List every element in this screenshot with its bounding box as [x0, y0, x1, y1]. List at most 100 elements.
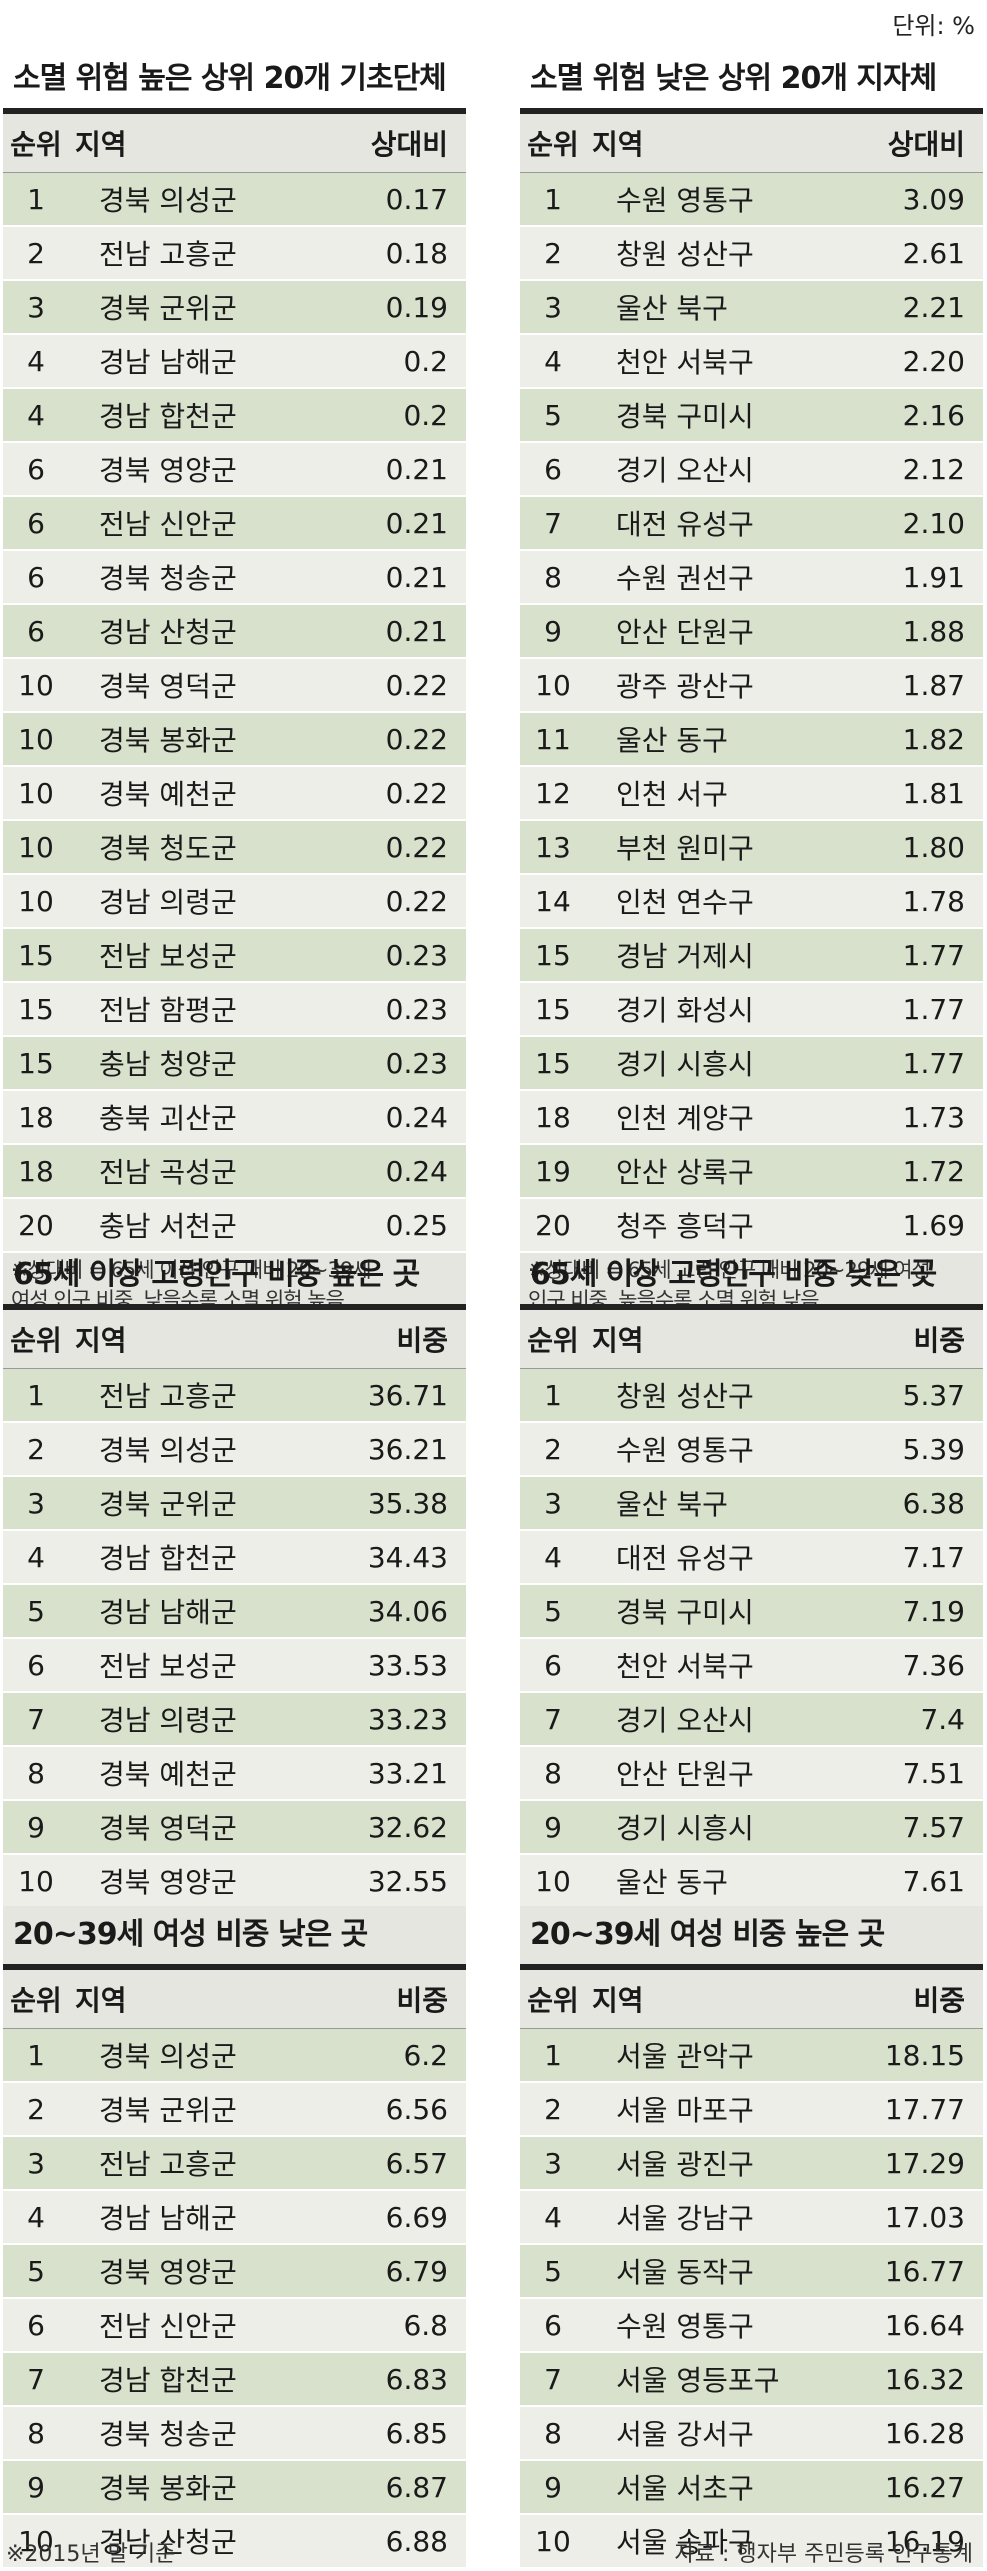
table-row: 6 경북 청송군 0.21 [3, 551, 466, 605]
table-row: 13 부천 원미구 1.80 [520, 821, 983, 875]
row-rank: 2 [544, 236, 562, 270]
row-region: 경북 영양군 [99, 454, 237, 487]
table-row: 6 전남 신안군 0.21 [3, 497, 466, 551]
table-row: 10 경북 청도군 0.22 [3, 821, 466, 875]
row-region: 전남 보성군 [99, 940, 237, 973]
row-value: 1.73 [902, 1100, 965, 1134]
row-rank: 3 [27, 2146, 45, 2180]
row-rank: 6 [27, 614, 45, 648]
row-rank: 8 [544, 1756, 562, 1790]
table-title: 소멸 위험 높은 상위 20개 기초단체 [13, 61, 447, 96]
row-rank: 2 [544, 1432, 562, 1466]
table-row: 1 전남 고흥군 36.71 [3, 1369, 466, 1423]
row-region: 울산 북구 [616, 1488, 728, 1521]
title-divider [520, 1304, 983, 1310]
row-rank: 7 [27, 1702, 45, 1736]
row-value: 0.24 [385, 1154, 448, 1188]
row-region: 수원 영통구 [616, 1434, 754, 1467]
row-value: 33.23 [367, 1702, 448, 1736]
row-region: 경남 의령군 [99, 886, 237, 919]
row-value: 6.79 [385, 2254, 448, 2288]
row-value: 0.23 [385, 938, 448, 972]
row-rank: 8 [27, 1756, 45, 1790]
row-value: 2.61 [902, 236, 965, 270]
ranking-table-6: 20~39세 여성 비중 높은 곳 순위 지역 비중 1 서울 관악구 18.15 2 서울 마… [520, 1906, 983, 2569]
table-row: 1 경북 의성군 6.2 [3, 2029, 466, 2083]
table-row: 3 전남 고흥군 6.57 [3, 2137, 466, 2191]
row-region: 서울 동작구 [616, 2256, 754, 2289]
table-row: 12 인천 서구 1.81 [520, 767, 983, 821]
table-row: 3 울산 북구 6.38 [520, 1477, 983, 1531]
header-region: 지역 [592, 128, 644, 161]
row-value: 5.39 [902, 1432, 965, 1466]
table-row: 4 경남 합천군 34.43 [3, 1531, 466, 1585]
table-row: 5 경북 구미시 2.16 [520, 389, 983, 443]
table-header: 순위 지역 상대비 [520, 114, 983, 173]
row-region: 수원 영통구 [616, 2310, 754, 2343]
table-row: 8 안산 단원구 7.51 [520, 1747, 983, 1801]
row-region: 안산 단원구 [616, 616, 754, 649]
row-region: 부천 원미구 [616, 832, 754, 865]
title-divider [3, 108, 466, 114]
row-value: 18.15 [884, 2038, 965, 2072]
table-row: 4 경남 남해군 0.2 [3, 335, 466, 389]
table-row: 4 서울 강남구 17.03 [520, 2191, 983, 2245]
row-value: 1.72 [902, 1154, 965, 1188]
header-region: 지역 [592, 1324, 644, 1357]
row-rank: 2 [27, 1432, 45, 1466]
row-value: 34.06 [367, 1594, 448, 1628]
table-row: 15 경기 시흥시 1.77 [520, 1037, 983, 1091]
table-row: 10 서울 송파구 16.19 [520, 2515, 983, 2569]
row-value: 6.87 [385, 2470, 448, 2504]
row-value: 0.22 [385, 776, 448, 810]
row-region: 경북 구미시 [616, 1596, 754, 1629]
row-region: 천안 서북구 [616, 1650, 754, 1683]
row-rank: 7 [27, 2362, 45, 2396]
header-value: 비중 [913, 1984, 965, 2017]
row-region: 경남 의령군 [99, 1704, 237, 1737]
footnote-line: ※상대비 = 65세 고령 인구 대비 20~29세 여성 [528, 1258, 931, 1282]
row-region: 경북 청도군 [99, 832, 237, 865]
table-title: 20~39세 여성 비중 높은 곳 [520, 1906, 983, 1964]
row-rank: 1 [27, 1378, 45, 1412]
row-value: 7.51 [902, 1756, 965, 1790]
row-region: 경북 예천군 [99, 778, 237, 811]
table-row: 6 수원 영통구 16.64 [520, 2299, 983, 2353]
row-rank: 6 [27, 506, 45, 540]
row-rank: 5 [544, 2254, 562, 2288]
table-row: 8 수원 권선구 1.91 [520, 551, 983, 605]
row-rank: 7 [544, 506, 562, 540]
table-row: 15 경기 화성시 1.77 [520, 983, 983, 1037]
table-row: 1 서울 관악구 18.15 [520, 2029, 983, 2083]
row-value: 6.56 [385, 2092, 448, 2126]
title-divider [3, 1964, 466, 1970]
table-header: 순위 지역 비중 [520, 1310, 983, 1369]
row-value: 16.32 [884, 2362, 965, 2396]
row-rank: 6 [544, 452, 562, 486]
row-rank: 15 [18, 992, 54, 1026]
row-value: 6.57 [385, 2146, 448, 2180]
row-value: 6.38 [902, 1486, 965, 1520]
row-value: 6.83 [385, 2362, 448, 2396]
row-value: 32.55 [367, 1864, 448, 1898]
table-row: 10 경남 산청군 6.88 [3, 2515, 466, 2569]
row-region: 경북 청송군 [99, 562, 237, 595]
table-row: 7 경남 의령군 33.23 [3, 1693, 466, 1747]
row-value: 0.21 [385, 560, 448, 594]
header-region: 지역 [75, 1984, 127, 2017]
table-row: 7 경남 합천군 6.83 [3, 2353, 466, 2407]
table-row: 7 경기 오산시 7.4 [520, 1693, 983, 1747]
table-row: 5 경북 구미시 7.19 [520, 1585, 983, 1639]
title-divider [520, 1964, 983, 1970]
row-value: 1.78 [902, 884, 965, 918]
table-row: 1 경북 의성군 0.17 [3, 173, 466, 227]
table-row: 2 창원 성산구 2.61 [520, 227, 983, 281]
row-value: 0.24 [385, 1100, 448, 1134]
row-region: 전남 고흥군 [99, 2148, 237, 2181]
table-row: 6 전남 신안군 6.8 [3, 2299, 466, 2353]
row-rank: 6 [27, 560, 45, 594]
row-rank: 9 [544, 2470, 562, 2504]
row-value: 2.10 [902, 506, 965, 540]
table-row: 10 경남 의령군 0.22 [3, 875, 466, 929]
row-region: 인천 연수구 [616, 886, 754, 919]
